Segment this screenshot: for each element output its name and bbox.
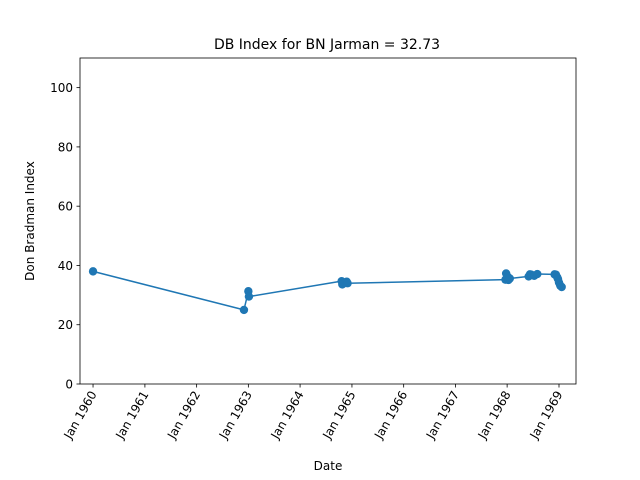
- y-axis-label: Don Bradman Index: [23, 161, 37, 281]
- data-point: [88, 267, 98, 276]
- chart-title: DB Index for BN Jarman = 32.73: [214, 37, 440, 53]
- y-tick-label: 60: [58, 200, 73, 214]
- data-point: [244, 292, 254, 301]
- x-axis-label: Date: [314, 459, 343, 473]
- y-tick-label: 20: [58, 318, 73, 332]
- data-point: [557, 282, 566, 292]
- data-point: [533, 269, 542, 279]
- y-tick-label: 100: [50, 81, 73, 95]
- data-point: [505, 274, 515, 283]
- y-tick-label: 40: [58, 259, 73, 273]
- y-tick-label: 0: [65, 378, 73, 392]
- data-point: [343, 279, 352, 288]
- y-tick-label: 80: [58, 140, 73, 154]
- data-point: [239, 305, 249, 315]
- axes-frame: [79, 57, 577, 385]
